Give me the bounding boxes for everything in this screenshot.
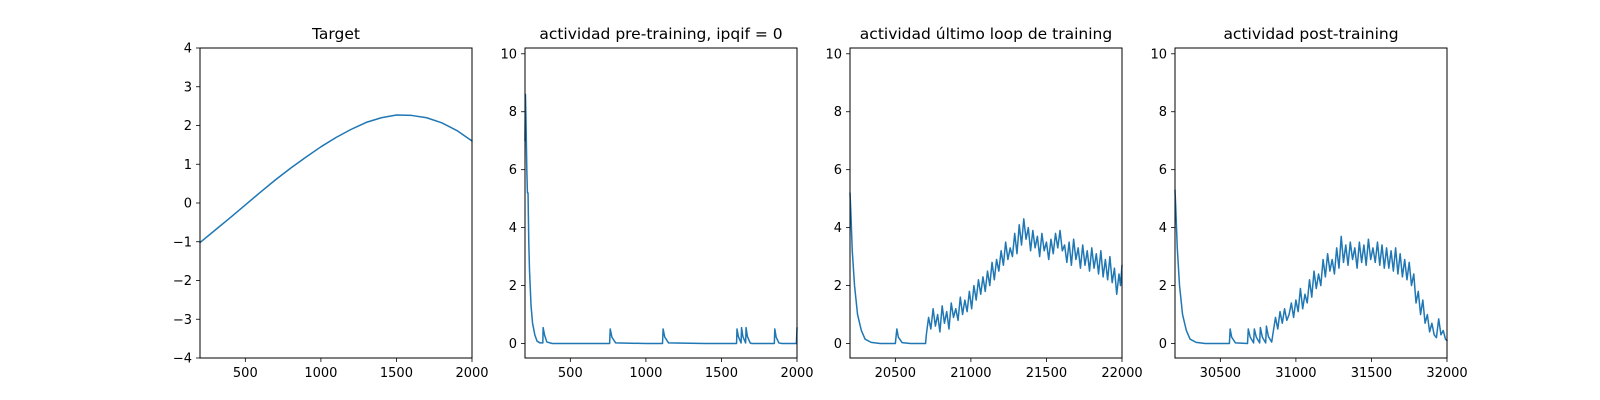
y-tick-label: 4	[834, 221, 842, 236]
subplot-title: actividad pre-training, ipqif = 0	[539, 25, 782, 43]
y-tick-label: 0	[1159, 337, 1167, 352]
subplot-title: actividad último loop de training	[860, 25, 1112, 43]
x-tick-label: 31500	[1351, 366, 1392, 381]
y-tick-label: −4	[173, 352, 192, 367]
y-tick-label: −2	[173, 274, 192, 289]
y-axis: 0 2 4 6 8 10	[500, 47, 525, 352]
subplot-title: Target	[311, 25, 360, 43]
y-axis: 0 2 4 6 8 10	[825, 47, 850, 352]
x-axis: 500 1000 1500 2000	[233, 358, 489, 381]
x-tick-label: 21000	[950, 366, 991, 381]
plot-area	[1174, 189, 1448, 345]
y-tick-label: 0	[834, 337, 842, 352]
y-tick-label: 4	[184, 42, 192, 57]
plot-area	[199, 114, 473, 244]
x-tick-label: 1000	[629, 366, 662, 381]
y-tick-label: 8	[1159, 105, 1167, 120]
y-tick-label: 8	[834, 105, 842, 120]
plot-area	[849, 192, 1123, 345]
y-tick-label: 2	[184, 119, 192, 134]
x-tick-label: 32000	[1426, 366, 1467, 381]
x-tick-label: 30500	[1200, 366, 1241, 381]
x-axis: 500 1000 1500 2000	[558, 358, 814, 381]
x-axis: 20500 21000 21500 22000	[875, 358, 1143, 381]
x-tick-label: 20500	[875, 366, 916, 381]
axes-frame	[1174, 47, 1448, 359]
x-tick-label: 500	[558, 366, 583, 381]
x-tick-label: 22000	[1101, 366, 1142, 381]
series-line	[849, 192, 1123, 345]
y-tick-label: 3	[184, 80, 192, 95]
axes-frame	[524, 47, 798, 359]
y-tick-label: 1	[184, 158, 192, 173]
y-tick-label: 2	[1159, 279, 1167, 294]
axes-frame	[849, 47, 1123, 359]
subplot-pre-training: actividad pre-training, ipqif = 0 500 100…	[500, 25, 813, 381]
series-line	[199, 114, 473, 244]
x-tick-label: 31000	[1275, 366, 1316, 381]
y-tick-label: 2	[834, 279, 842, 294]
x-tick-label: 2000	[780, 366, 813, 381]
x-axis: 30500 31000 31500 32000	[1200, 358, 1468, 381]
y-tick-label: 6	[509, 163, 517, 178]
y-tick-label: 4	[509, 221, 517, 236]
x-tick-label: 2000	[455, 366, 488, 381]
y-axis: 0 2 4 6 8 10	[1150, 47, 1175, 352]
x-tick-label: 1500	[705, 366, 738, 381]
y-tick-label: 4	[1159, 221, 1167, 236]
y-tick-label: 2	[509, 279, 517, 294]
y-tick-label: 0	[184, 197, 192, 212]
y-tick-label: 10	[500, 47, 517, 62]
y-axis: −4 −3 −2 −1 0 1 2 3 4	[173, 42, 200, 367]
y-tick-label: 6	[1159, 163, 1167, 178]
y-tick-label: 10	[825, 47, 842, 62]
y-tick-label: −3	[173, 313, 192, 328]
y-tick-label: 8	[509, 105, 517, 120]
x-tick-label: 500	[233, 366, 258, 381]
y-tick-label: 6	[834, 163, 842, 178]
x-tick-label: 21500	[1026, 366, 1067, 381]
plot-area	[524, 93, 798, 345]
x-tick-label: 1000	[304, 366, 337, 381]
subplot-post-training: actividad post-training 30500 31000 31500 3…	[1150, 25, 1467, 381]
subplot-target: Target 500 1000 1500 2000 −4 −3 −2 −1 0 1 2 3 4	[173, 25, 489, 381]
subplot-title: actividad post-training	[1223, 25, 1398, 43]
y-tick-label: −1	[173, 235, 192, 250]
series-line	[1174, 189, 1448, 345]
series-line	[524, 93, 798, 345]
subplot-last-training-loop: actividad último loop de training 20500 2…	[825, 25, 1142, 381]
x-tick-label: 1500	[380, 366, 413, 381]
y-tick-label: 10	[1150, 47, 1167, 62]
y-tick-label: 0	[509, 337, 517, 352]
